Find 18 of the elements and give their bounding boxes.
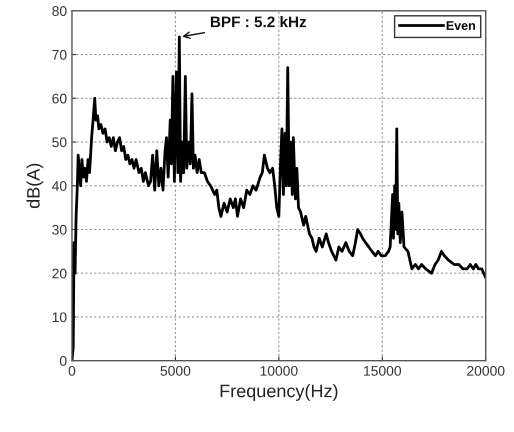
x-tick-label: 5000 <box>160 366 190 376</box>
x-axis-title: Frequency(Hz) <box>220 384 338 401</box>
annotation: BPF : 5.2 kHz <box>210 16 306 28</box>
y-tick-label: 0 <box>60 356 67 366</box>
x-tick-label: 20000 <box>467 366 504 376</box>
y-tick-label: 40 <box>52 181 67 191</box>
y-tick-label: 20 <box>52 268 67 278</box>
y-tick-label: 10 <box>52 312 67 322</box>
x-tick-label: 0 <box>68 366 76 376</box>
x-tick-label: 10000 <box>260 366 298 376</box>
y-tick-label: 80 <box>52 6 67 16</box>
y-tick-label: 70 <box>52 50 67 60</box>
y-tick-label: 50 <box>52 137 67 148</box>
legend-label: Even <box>446 21 475 30</box>
y-axis-title: dB(A) <box>26 164 44 208</box>
x-tick-label: 15000 <box>364 366 402 376</box>
y-tick-label: 60 <box>52 94 67 104</box>
y-tick-label: 30 <box>52 224 67 235</box>
